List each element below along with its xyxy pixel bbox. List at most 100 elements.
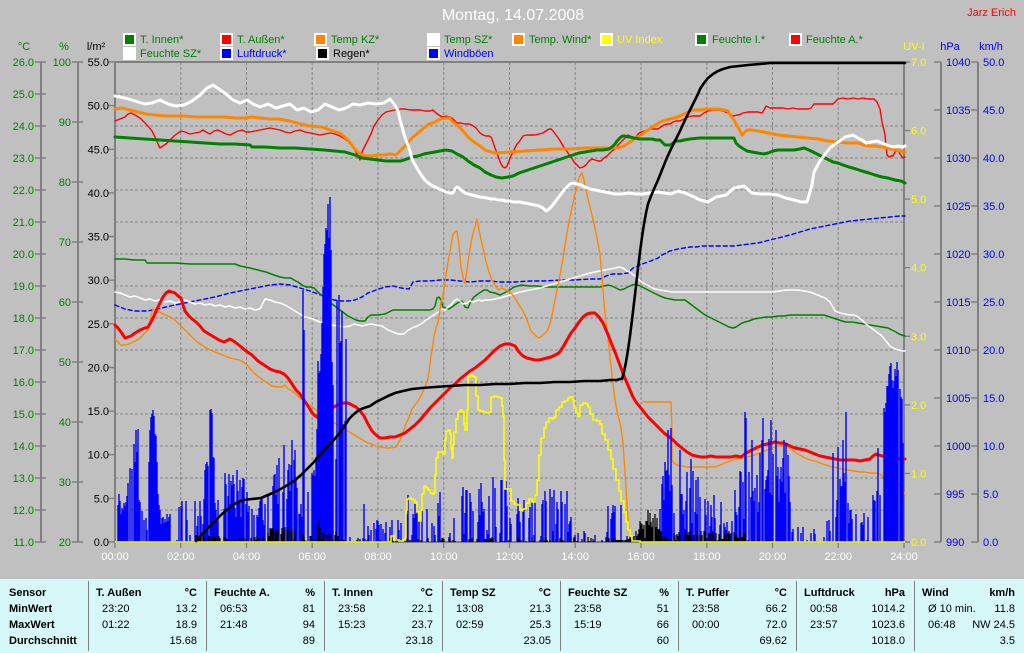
svg-text:Temp KZ*: Temp KZ*	[331, 34, 380, 46]
svg-text:40: 40	[59, 417, 71, 429]
svg-text:Luftdruck*: Luftdruck*	[237, 48, 287, 60]
svg-text:1040: 1040	[946, 57, 970, 69]
svg-text:40.0: 40.0	[983, 153, 1004, 165]
svg-text:1010: 1010	[946, 345, 970, 357]
svg-text:35.0: 35.0	[88, 232, 109, 244]
svg-text:10:00: 10:00	[430, 551, 458, 563]
svg-text:26.0: 26.0	[13, 57, 34, 69]
svg-text:0.0: 0.0	[911, 537, 926, 549]
svg-text:24.0: 24.0	[13, 121, 34, 133]
svg-text:30: 30	[59, 477, 71, 489]
svg-text:10.0: 10.0	[983, 441, 1004, 453]
svg-text:Jarz Erich: Jarz Erich	[967, 7, 1016, 19]
svg-text:16:00: 16:00	[627, 551, 655, 563]
svg-text:21.0: 21.0	[13, 217, 34, 229]
svg-text:10.0: 10.0	[88, 450, 109, 462]
svg-text:16.0: 16.0	[13, 377, 34, 389]
svg-text:35.0: 35.0	[983, 201, 1004, 213]
svg-text:1015: 1015	[946, 297, 970, 309]
svg-text:1025: 1025	[946, 201, 970, 213]
svg-text:30.0: 30.0	[983, 249, 1004, 261]
svg-text:70: 70	[59, 237, 71, 249]
svg-text:1000: 1000	[946, 441, 970, 453]
svg-text:25.0: 25.0	[88, 319, 109, 331]
svg-text:90: 90	[59, 117, 71, 129]
svg-text:7.0: 7.0	[911, 57, 926, 69]
svg-text:30.0: 30.0	[88, 275, 109, 287]
svg-text:22.0: 22.0	[13, 185, 34, 197]
svg-text:UV Index: UV Index	[617, 34, 663, 46]
svg-text:11.0: 11.0	[13, 537, 34, 549]
svg-text:12:00: 12:00	[496, 551, 524, 563]
svg-text:Windböen: Windböen	[444, 48, 494, 60]
svg-text:80: 80	[59, 177, 71, 189]
svg-text:20.0: 20.0	[983, 345, 1004, 357]
svg-text:14.0: 14.0	[13, 441, 34, 453]
svg-text:1005: 1005	[946, 393, 970, 405]
svg-text:15.0: 15.0	[13, 409, 34, 421]
svg-text:25.0: 25.0	[983, 297, 1004, 309]
svg-text:20:00: 20:00	[759, 551, 787, 563]
svg-text:50.0: 50.0	[88, 101, 109, 113]
svg-text:Feuchte A.*: Feuchte A.*	[806, 34, 864, 46]
svg-text:5.0: 5.0	[94, 493, 109, 505]
svg-text:Montag, 14.07.2008: Montag, 14.07.2008	[442, 7, 584, 24]
svg-text:%: %	[59, 41, 69, 53]
svg-text:08:00: 08:00	[364, 551, 392, 563]
svg-text:Feuchte SZ*: Feuchte SZ*	[140, 48, 202, 60]
svg-text:Temp. Wind*: Temp. Wind*	[529, 34, 592, 46]
svg-text:T. Außen*: T. Außen*	[237, 34, 285, 46]
svg-text:1030: 1030	[946, 153, 970, 165]
svg-text:2.0: 2.0	[911, 400, 926, 412]
svg-text:990: 990	[946, 537, 964, 549]
svg-text:13.0: 13.0	[13, 473, 34, 485]
svg-text:18:00: 18:00	[693, 551, 721, 563]
svg-text:04:00: 04:00	[233, 551, 261, 563]
svg-text:45.0: 45.0	[88, 144, 109, 156]
svg-text:Feuchte I.*: Feuchte I.*	[712, 34, 766, 46]
svg-text:Temp SZ*: Temp SZ*	[444, 34, 493, 46]
svg-text:hPa: hPa	[940, 41, 960, 53]
svg-text:22:00: 22:00	[824, 551, 852, 563]
svg-text:1035: 1035	[946, 105, 970, 117]
svg-text:4.0: 4.0	[911, 263, 926, 275]
svg-text:995: 995	[946, 489, 964, 501]
svg-text:15.0: 15.0	[88, 406, 109, 418]
svg-text:km/h: km/h	[979, 41, 1003, 53]
svg-text:1020: 1020	[946, 249, 970, 261]
svg-text:17.0: 17.0	[13, 345, 34, 357]
svg-text:3.0: 3.0	[911, 331, 926, 343]
svg-text:0.0: 0.0	[983, 537, 998, 549]
svg-text:l/m²: l/m²	[87, 41, 106, 53]
svg-text:0.0: 0.0	[94, 537, 109, 549]
svg-text:1.0: 1.0	[911, 468, 926, 480]
svg-text:60: 60	[59, 297, 71, 309]
svg-text:45.0: 45.0	[983, 105, 1004, 117]
svg-text:20: 20	[59, 537, 71, 549]
svg-text:UV-I: UV-I	[903, 41, 924, 53]
svg-text:00:00: 00:00	[101, 551, 129, 563]
svg-text:55.0: 55.0	[88, 57, 109, 69]
svg-text:100: 100	[53, 57, 71, 69]
svg-text:24:00: 24:00	[890, 551, 918, 563]
svg-text:20.0: 20.0	[13, 249, 34, 261]
svg-text:19.0: 19.0	[13, 281, 34, 293]
svg-text:40.0: 40.0	[88, 188, 109, 200]
svg-text:50: 50	[59, 357, 71, 369]
svg-text:20.0: 20.0	[88, 363, 109, 375]
svg-text:12.0: 12.0	[13, 505, 34, 517]
svg-text:T. Innen*: T. Innen*	[140, 34, 184, 46]
svg-text:15.0: 15.0	[983, 393, 1004, 405]
svg-text:6.0: 6.0	[911, 126, 926, 138]
svg-text:02:00: 02:00	[167, 551, 195, 563]
svg-text:50.0: 50.0	[983, 57, 1004, 69]
svg-text:06:00: 06:00	[298, 551, 326, 563]
svg-text:°C: °C	[18, 41, 30, 53]
svg-text:23.0: 23.0	[13, 153, 34, 165]
svg-text:5.0: 5.0	[983, 489, 998, 501]
svg-text:18.0: 18.0	[13, 313, 34, 325]
svg-text:25.0: 25.0	[13, 89, 34, 101]
svg-text:5.0: 5.0	[911, 194, 926, 206]
svg-text:14:00: 14:00	[561, 551, 589, 563]
svg-text:Regen*: Regen*	[333, 48, 370, 60]
